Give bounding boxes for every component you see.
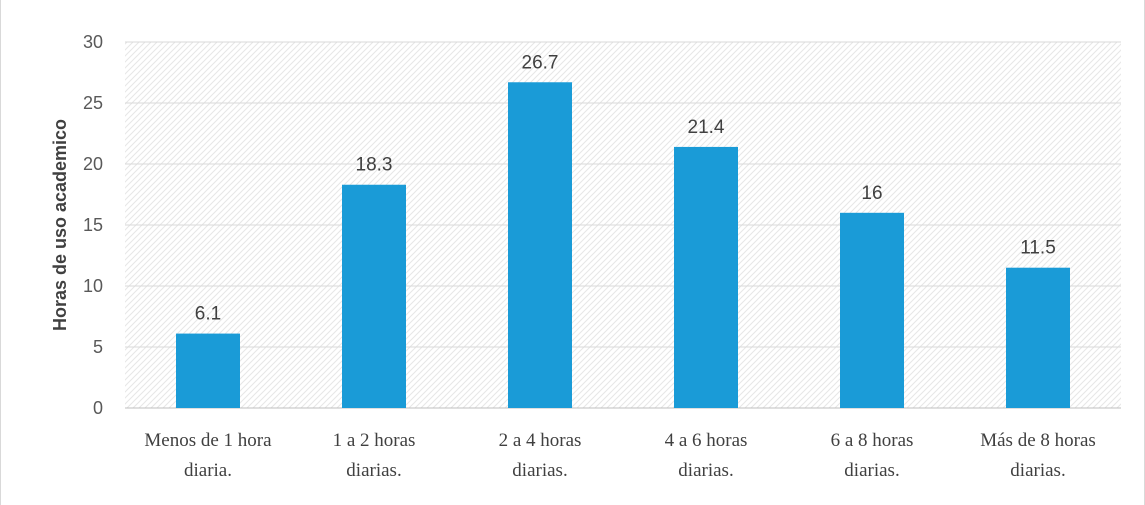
bar [1006, 267, 1070, 408]
y-tick-label: 20 [83, 154, 103, 174]
x-category-label: diarias. [1010, 460, 1065, 481]
data-labels: 6.1 18.3 26.7 21.4 16 11.5 [195, 52, 1056, 324]
y-tick-label: 25 [83, 93, 103, 113]
x-category-label: diarias. [678, 460, 733, 481]
x-category-label: diaria. [184, 460, 232, 481]
x-category-label: 2 a 4 horas [499, 430, 582, 451]
y-tick-label: 15 [83, 215, 103, 235]
x-category-label: diarias. [512, 460, 567, 481]
bar [674, 146, 738, 409]
x-category-label: 4 a 6 horas [665, 430, 748, 451]
bar [840, 212, 904, 408]
y-axis-title: Horas de uso academico [50, 119, 70, 331]
y-tick-label: 5 [93, 337, 103, 357]
x-category-label: 6 a 8 horas [831, 430, 914, 451]
bars [176, 82, 1070, 409]
data-label: 18.3 [356, 155, 393, 176]
data-label: 26.7 [522, 52, 559, 73]
x-category-label: diarias. [844, 460, 899, 481]
bar [176, 333, 240, 408]
data-label: 21.4 [688, 117, 725, 138]
bar [342, 184, 406, 408]
x-category-label: 1 a 2 horas [333, 430, 416, 451]
x-category-label: Menos de 1 hora [144, 430, 272, 451]
y-tick-label: 10 [83, 276, 103, 296]
bar [508, 82, 572, 408]
data-label: 16 [861, 183, 882, 204]
data-label: 11.5 [1020, 238, 1056, 259]
x-category-label: Más de 8 horas [980, 430, 1096, 451]
data-label: 6.1 [195, 304, 221, 325]
y-tick-label: 30 [83, 32, 103, 52]
gridlines [125, 41, 1121, 409]
y-tick-label: 0 [93, 398, 103, 418]
y-axis-ticks: 0 5 10 15 20 25 30 [83, 32, 103, 418]
x-axis-categories: Menos de 1 hora diaria. 1 a 2 horas diarias… [144, 430, 1095, 481]
x-category-label: diarias. [346, 460, 401, 481]
